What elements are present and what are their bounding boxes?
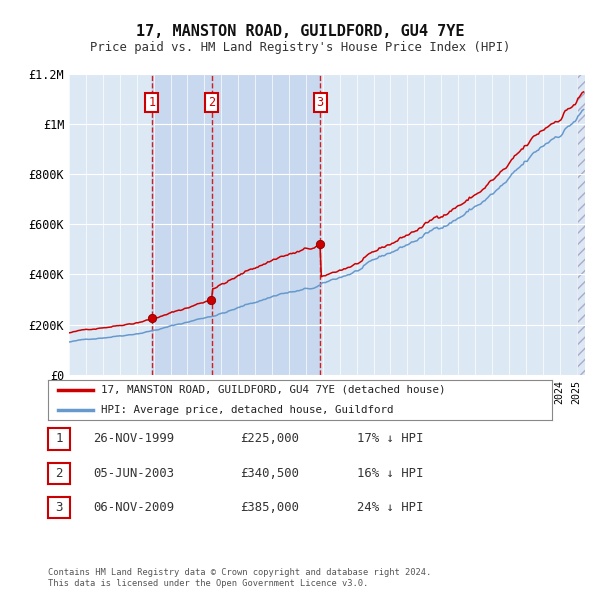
Text: 1: 1 bbox=[55, 432, 62, 445]
Text: 17, MANSTON ROAD, GUILDFORD, GU4 7YE (detached house): 17, MANSTON ROAD, GUILDFORD, GU4 7YE (de… bbox=[101, 385, 445, 395]
Text: £340,500: £340,500 bbox=[240, 467, 299, 480]
Text: 3: 3 bbox=[55, 501, 62, 514]
Text: 24% ↓ HPI: 24% ↓ HPI bbox=[357, 501, 424, 514]
Text: Price paid vs. HM Land Registry's House Price Index (HPI): Price paid vs. HM Land Registry's House … bbox=[90, 41, 510, 54]
Text: 16% ↓ HPI: 16% ↓ HPI bbox=[357, 467, 424, 480]
Text: 05-JUN-2003: 05-JUN-2003 bbox=[93, 467, 174, 480]
Text: 26-NOV-1999: 26-NOV-1999 bbox=[93, 432, 174, 445]
Text: £225,000: £225,000 bbox=[240, 432, 299, 445]
Text: 2: 2 bbox=[208, 96, 215, 109]
Text: 17, MANSTON ROAD, GUILDFORD, GU4 7YE: 17, MANSTON ROAD, GUILDFORD, GU4 7YE bbox=[136, 24, 464, 38]
Text: This data is licensed under the Open Government Licence v3.0.: This data is licensed under the Open Gov… bbox=[48, 579, 368, 588]
Text: 2: 2 bbox=[55, 467, 62, 480]
Bar bbox=[152, 74, 320, 375]
Text: HPI: Average price, detached house, Guildford: HPI: Average price, detached house, Guil… bbox=[101, 405, 394, 415]
Text: 17% ↓ HPI: 17% ↓ HPI bbox=[357, 432, 424, 445]
Text: 1: 1 bbox=[148, 96, 155, 109]
Text: 06-NOV-2009: 06-NOV-2009 bbox=[93, 501, 174, 514]
Text: 3: 3 bbox=[317, 96, 324, 109]
Text: Contains HM Land Registry data © Crown copyright and database right 2024.: Contains HM Land Registry data © Crown c… bbox=[48, 568, 431, 577]
Text: £385,000: £385,000 bbox=[240, 501, 299, 514]
